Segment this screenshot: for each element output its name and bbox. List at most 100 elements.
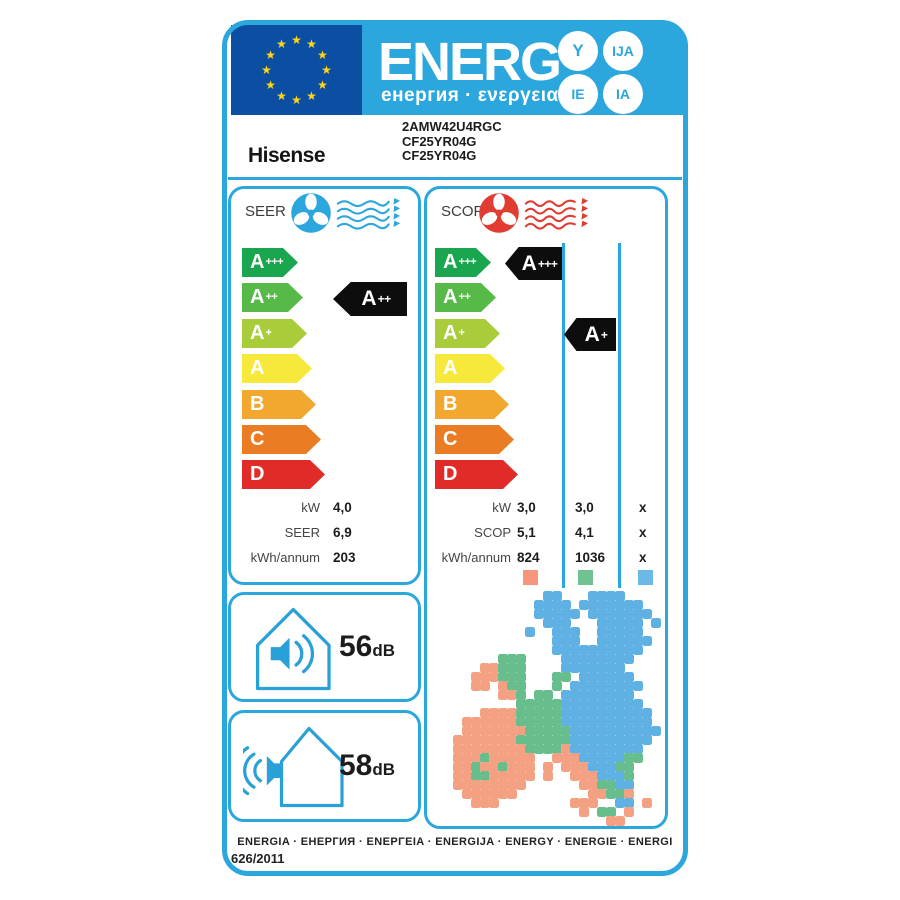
energy-label: ★ ★ ★ ★ ★ ★ ★ ★ ★ ★ ★ ★ ENERG енергия · ενεργεια Y …	[222, 20, 688, 876]
map-cell	[579, 699, 589, 709]
map-cell	[597, 708, 607, 718]
map-cell	[588, 735, 598, 745]
map-cell	[480, 717, 490, 727]
map-cell	[615, 672, 625, 682]
heating-kwh-zone3: x	[639, 550, 647, 565]
map-cell	[561, 627, 571, 637]
map-cell	[597, 627, 607, 637]
map-cell	[624, 717, 634, 727]
map-cell	[606, 591, 616, 601]
map-cell	[615, 600, 625, 610]
map-cell	[624, 636, 634, 646]
map-cell	[543, 618, 553, 628]
map-cell	[615, 717, 625, 727]
map-cell	[561, 645, 571, 655]
eu-flag: ★ ★ ★ ★ ★ ★ ★ ★ ★ ★ ★ ★	[231, 25, 362, 115]
map-cell	[588, 726, 598, 736]
map-cell	[453, 771, 463, 781]
map-cell	[615, 753, 625, 763]
map-cell	[507, 672, 517, 682]
zone-colder-swatch	[638, 570, 653, 585]
map-cell	[489, 726, 499, 736]
map-cell	[543, 690, 553, 700]
map-cell	[606, 816, 616, 826]
map-cell	[633, 717, 643, 727]
map-cell	[489, 780, 499, 790]
map-cell	[561, 717, 571, 727]
map-cell	[552, 708, 562, 718]
map-cell	[498, 744, 508, 754]
heating-kwh-zone1: 824	[517, 550, 540, 565]
map-cell	[489, 708, 499, 718]
map-cell	[498, 681, 508, 691]
map-cell	[507, 654, 517, 664]
map-cell	[633, 618, 643, 628]
map-cell	[561, 699, 571, 709]
map-cell	[588, 591, 598, 601]
map-cell	[534, 708, 544, 718]
map-cell	[561, 753, 571, 763]
rating-arrow-a+++: A +++	[435, 248, 491, 277]
rating-arrow-a: A	[435, 354, 505, 383]
map-cell	[597, 663, 607, 673]
map-cell	[471, 753, 481, 763]
map-cell	[489, 798, 499, 808]
map-cell	[579, 753, 589, 763]
map-cell	[561, 744, 571, 754]
map-cell	[606, 645, 616, 655]
map-cell	[534, 699, 544, 709]
map-cell	[543, 762, 553, 772]
eu-star-icon: ★	[265, 78, 276, 92]
map-cell	[615, 762, 625, 772]
map-cell	[552, 609, 562, 619]
map-cell	[498, 735, 508, 745]
map-cell	[597, 645, 607, 655]
map-cell	[606, 771, 616, 781]
map-cell	[624, 753, 634, 763]
map-cell	[534, 600, 544, 610]
map-cell	[579, 780, 589, 790]
map-cell	[624, 780, 634, 790]
map-cell	[642, 609, 652, 619]
map-cell	[480, 726, 490, 736]
outdoor-noise-value: 58dB	[339, 749, 396, 782]
map-cell	[480, 762, 490, 772]
map-cell	[561, 600, 571, 610]
eu-star-icon: ★	[291, 93, 302, 107]
map-cell	[570, 726, 580, 736]
map-cell	[588, 744, 598, 754]
map-cell	[561, 672, 571, 682]
map-cell	[615, 681, 625, 691]
zone-warmer-swatch	[523, 570, 538, 585]
rating-arrow-c: C	[242, 425, 321, 454]
map-cell	[633, 681, 643, 691]
eu-star-icon: ★	[317, 48, 328, 62]
map-cell	[570, 654, 580, 664]
map-cell	[498, 708, 508, 718]
map-cell	[606, 726, 616, 736]
map-cell	[525, 699, 535, 709]
map-cell	[624, 645, 634, 655]
map-cell	[606, 789, 616, 799]
map-cell	[453, 780, 463, 790]
map-cell	[462, 753, 472, 763]
heating-class-indicator-cold: A +	[564, 318, 616, 351]
map-cell	[606, 636, 616, 646]
map-cell	[570, 762, 580, 772]
map-cell	[552, 735, 562, 745]
map-cell	[642, 717, 652, 727]
map-cell	[606, 690, 616, 700]
map-cell	[516, 717, 526, 727]
map-cell	[462, 726, 472, 736]
map-cell	[480, 771, 490, 781]
map-cell	[588, 600, 598, 610]
map-cell	[579, 726, 589, 736]
zone-average-swatch	[578, 570, 593, 585]
map-cell	[597, 654, 607, 664]
map-cell	[624, 672, 634, 682]
map-cell	[651, 618, 661, 628]
map-cell	[516, 708, 526, 718]
rating-arrow-a++: A ++	[435, 283, 496, 312]
map-cell	[615, 789, 625, 799]
